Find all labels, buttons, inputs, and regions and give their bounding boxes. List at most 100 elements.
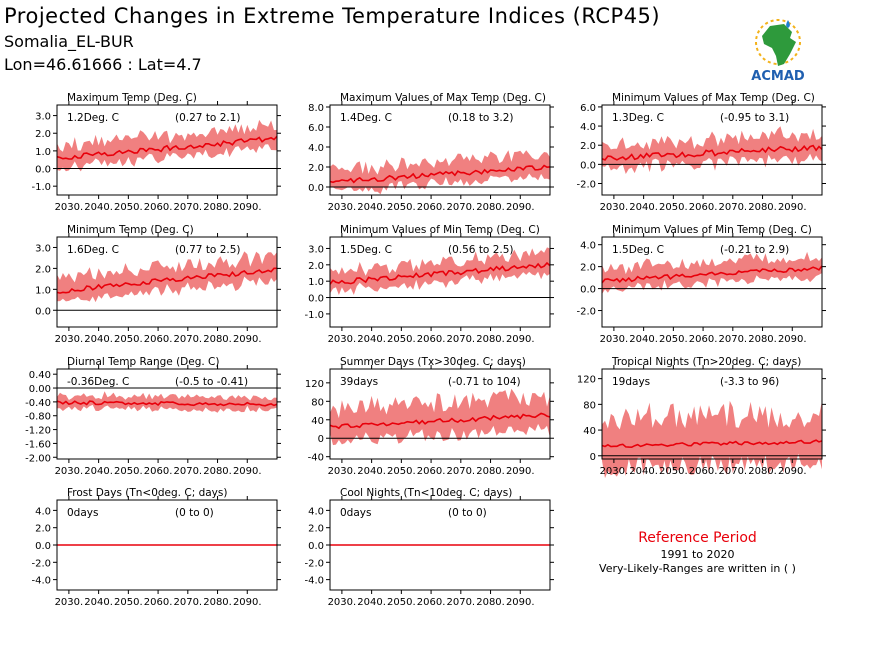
- x-tick-label: 2080.: [203, 334, 232, 345]
- y-tick-label: 4.0: [308, 143, 324, 154]
- y-tick-label: 0.40: [29, 370, 51, 381]
- x-tick-label: 2050.: [114, 597, 143, 608]
- range-label: (-0.21 to 2.9): [720, 244, 789, 256]
- y-tick-label: 120: [305, 379, 324, 390]
- y-tick-label: 4.0: [308, 506, 324, 517]
- y-tick-label: -1.0: [31, 182, 51, 193]
- x-tick-label: 2030.: [600, 334, 629, 345]
- acmad-logo-icon: ACMAD: [751, 19, 805, 84]
- y-tick-label: 3.0: [35, 112, 51, 123]
- y-tick-label: -40: [308, 453, 324, 464]
- x-tick-label: 2050.: [114, 466, 143, 477]
- chart-title: Minimum Values of Max Temp (Deg. C): [612, 92, 815, 104]
- range-label: (-0.71 to 104): [448, 376, 521, 388]
- x-tick-label: 2030.: [55, 334, 84, 345]
- plot-frame: [329, 368, 551, 460]
- x-tick-label: 2060.: [144, 466, 173, 477]
- x-tick-label: 2050.: [114, 334, 143, 345]
- x-tick-label: 2080.: [748, 334, 777, 345]
- x-tick-label: 2080.: [203, 597, 232, 608]
- chart-title: Tropical Nights (Tn>20deg. C; days): [611, 356, 801, 368]
- plot-frame: [601, 236, 823, 328]
- x-tick-label: 2070.: [173, 466, 202, 477]
- x-tick-label: 2070.: [446, 466, 475, 477]
- y-tick-label: -2.00: [25, 453, 51, 464]
- x-tick-label: 2060.: [689, 202, 718, 213]
- chart-panel: 6.0 4.0 2.0 0.0 -2.0 2030. 2040. 2050. 2060. 2070…: [576, 92, 826, 213]
- x-tick-label: 2080.: [476, 202, 505, 213]
- x-tick-label: 2030.: [328, 466, 357, 477]
- x-tick-label: 2030.: [328, 334, 357, 345]
- reference-period-title: Reference Period: [638, 530, 757, 546]
- mean-series-line: [56, 400, 278, 407]
- mean-series-line: [329, 261, 551, 285]
- chart-panel: 4.0 2.0 0.0 -2.0 -4.0 2030. 2040. 2050. 2060. 207…: [304, 487, 554, 608]
- value-label: 0days: [340, 507, 371, 519]
- y-tick-label: 2.0: [308, 163, 324, 174]
- x-tick-label: 2050.: [387, 466, 416, 477]
- x-tick-label: 2040.: [84, 202, 113, 213]
- y-tick-label: -4.0: [31, 576, 51, 587]
- y-tick-label: 2.0: [580, 263, 596, 274]
- x-tick-label: 2070.: [718, 466, 747, 477]
- y-tick-label: 2.0: [35, 524, 51, 535]
- value-label: 1.2Deg. C: [67, 112, 119, 124]
- y-tick-label: -2.0: [304, 558, 324, 569]
- range-label: (-3.3 to 96): [720, 376, 779, 388]
- y-tick-label: 6.0: [308, 123, 324, 134]
- chart-title: Frost Days (Tn<0deg. C; days): [67, 487, 227, 499]
- x-tick-label: 2070.: [173, 334, 202, 345]
- chart-panel: 3.0 2.0 1.0 0.0 -1.0 2030. 2040. 2050. 2060. 2070…: [304, 224, 554, 345]
- y-tick-label: -4.0: [304, 576, 324, 587]
- value-label: 19days: [612, 376, 650, 388]
- range-label: (0.77 to 2.5): [175, 244, 241, 256]
- x-tick-label: 2090.: [506, 202, 535, 213]
- x-tick-label: 2040.: [357, 334, 386, 345]
- y-tick-label: 8.0: [308, 103, 324, 114]
- plot-frame: [329, 236, 551, 328]
- mean-series-line: [56, 267, 277, 294]
- y-tick-label: 0: [590, 452, 596, 463]
- x-tick-label: 2070.: [446, 597, 475, 608]
- chart-title: Minimum Values of Min Temp (Deg. C): [340, 224, 540, 236]
- y-tick-label: 0.0: [35, 165, 51, 176]
- y-tick-label: -1.60: [25, 439, 51, 450]
- y-tick-label: 3.0: [35, 243, 51, 254]
- chart-title: Maximum Temp (Deg. C): [67, 92, 197, 104]
- y-tick-label: 0.0: [35, 306, 51, 317]
- x-tick-label: 2030.: [55, 202, 84, 213]
- x-tick-label: 2060.: [144, 334, 173, 345]
- reference-period-note: Very-Likely-Ranges are written in ( ): [599, 562, 796, 575]
- x-tick-label: 2060.: [144, 597, 173, 608]
- reference-period-years: 1991 to 2020: [660, 548, 735, 561]
- value-label: 1.6Deg. C: [67, 244, 119, 256]
- y-tick-label: 4.0: [35, 506, 51, 517]
- y-tick-label: -0.80: [25, 412, 51, 423]
- mean-series-line: [601, 265, 823, 284]
- x-tick-label: 2030.: [600, 202, 629, 213]
- y-tick-label: 40: [311, 416, 324, 427]
- x-tick-label: 2090.: [233, 202, 262, 213]
- chart-title: Cool Nights (Tn<10deg. C; days): [340, 487, 512, 499]
- x-tick-label: 2050.: [387, 597, 416, 608]
- chart-panel: 120 80 40 0 -40 2030. 2040. 2050. 2060. 2070. 2080…: [305, 356, 554, 477]
- mean-series-line: [601, 144, 823, 161]
- mean-series-line: [329, 164, 551, 184]
- x-tick-label: 2060.: [417, 334, 446, 345]
- y-tick-label: 120: [577, 375, 596, 386]
- x-tick-label: 2090.: [778, 334, 807, 345]
- x-tick-label: 2050.: [387, 202, 416, 213]
- y-tick-label: 4.0: [580, 122, 596, 133]
- y-tick-label: 2.0: [35, 264, 51, 275]
- x-tick-label: 2090.: [778, 466, 807, 477]
- y-tick-label: 0.0: [308, 541, 324, 552]
- x-tick-label: 2090.: [506, 466, 535, 477]
- plot-frame: [601, 368, 823, 460]
- x-tick-label: 2080.: [476, 597, 505, 608]
- x-tick-label: 2040.: [629, 466, 658, 477]
- x-tick-label: 2070.: [446, 202, 475, 213]
- range-label: (0.18 to 3.2): [448, 112, 514, 124]
- y-tick-label: 0.0: [308, 294, 324, 305]
